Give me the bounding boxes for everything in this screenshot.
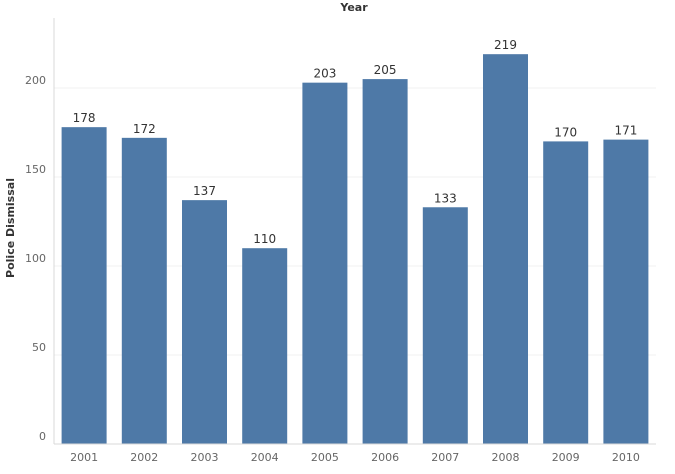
bars [61, 54, 649, 445]
y-axis-label: Police Dismissal [4, 178, 17, 278]
bar-2009[interactable] [543, 141, 589, 444]
bar-2007[interactable] [422, 207, 468, 444]
x-tick-label: 2001 [70, 451, 98, 464]
x-tick-label: 2002 [130, 451, 158, 464]
bar-value-label: 172 [133, 122, 156, 136]
x-axis-ticks: 2001 2002 2003 2004 2005 2006 2007 2008 2009 2010 [70, 451, 640, 464]
x-tick-label: 2005 [311, 451, 339, 464]
y-axis-ticks: 0 50 100 150 200 [25, 74, 46, 443]
y-tick-label: 50 [32, 341, 46, 354]
x-tick-label: 2007 [431, 451, 459, 464]
x-tick-label: 2010 [612, 451, 640, 464]
bar-2006[interactable] [362, 79, 408, 444]
bar-value-label: 178 [73, 111, 96, 125]
chart-title: Year [339, 1, 368, 14]
bar-value-label: 205 [374, 63, 397, 77]
y-tick-label: 100 [25, 252, 46, 265]
x-tick-label: 2008 [492, 451, 520, 464]
x-tick-label: 2006 [371, 451, 399, 464]
bar-value-label: 110 [253, 232, 276, 246]
bar-value-label: 171 [614, 124, 637, 138]
bar-2002[interactable] [121, 137, 167, 444]
y-tick-label: 200 [25, 74, 46, 87]
bar-value-label: 203 [313, 67, 336, 81]
bar-2001[interactable] [61, 127, 107, 444]
x-tick-label: 2004 [251, 451, 279, 464]
x-tick-label: 2003 [191, 451, 219, 464]
bar-2010[interactable] [603, 139, 649, 444]
bar-value-labels: 178 172 137 110 203 205 133 219 170 171 [73, 38, 638, 246]
y-tick-label: 0 [39, 430, 46, 443]
bar-2004[interactable] [242, 248, 288, 444]
bar-value-label: 170 [554, 125, 577, 139]
bar-2003[interactable] [182, 200, 227, 444]
bar-2008[interactable] [483, 54, 528, 445]
x-tick-label: 2009 [552, 451, 580, 464]
bar-2005[interactable] [302, 82, 348, 444]
bar-value-label: 219 [494, 38, 517, 52]
bar-value-label: 133 [434, 191, 457, 205]
bar-value-label: 137 [193, 184, 216, 198]
y-tick-label: 150 [25, 163, 46, 176]
